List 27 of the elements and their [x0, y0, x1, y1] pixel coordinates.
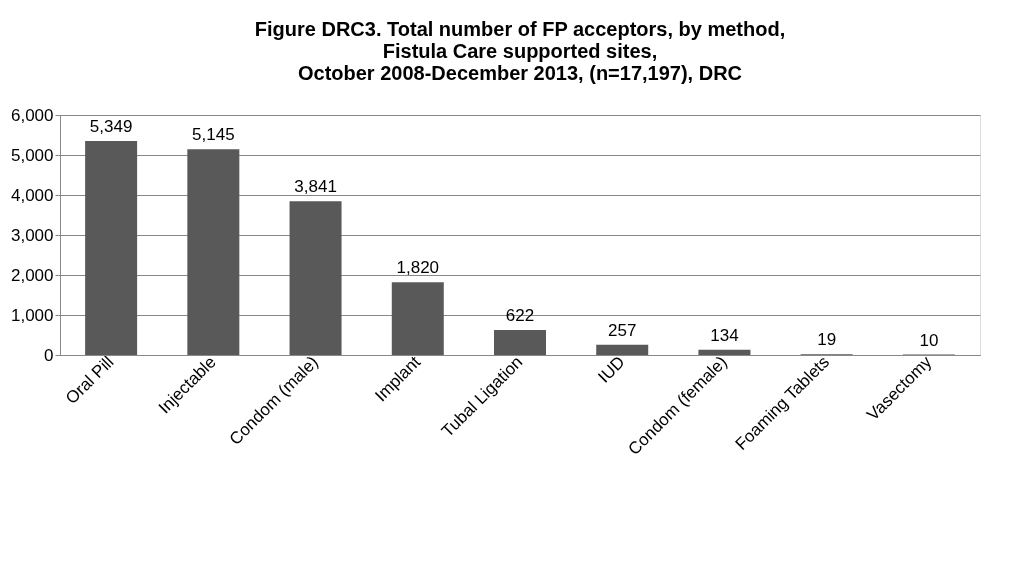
bar: [698, 349, 751, 355]
bar: [494, 330, 546, 355]
data-label: 257: [608, 320, 637, 340]
y-tick-label: 2,000: [10, 265, 54, 285]
y-tick-label: 1,000: [10, 305, 54, 325]
bar: [289, 201, 342, 355]
bar: [187, 149, 240, 355]
y-tick-label: 6,000: [10, 105, 54, 125]
data-label: 5,145: [192, 125, 235, 145]
data-label: 134: [710, 325, 739, 345]
x-tick-label: IUD: [594, 352, 629, 387]
data-label: 19: [817, 330, 837, 350]
data-label: 1,820: [396, 258, 440, 278]
text: Fistula Care supported sites,: [382, 40, 658, 62]
y-tick-label: 0: [44, 345, 54, 365]
data-label: 10: [919, 330, 939, 350]
bar: [85, 141, 138, 355]
y-tick-label: 4,000: [10, 185, 54, 205]
bar: [596, 344, 649, 355]
data-label: 3,841: [294, 177, 337, 197]
text: Figure DRC3. Total number of FP acceptors, by method,: [254, 18, 786, 40]
data-label: 622: [505, 306, 535, 326]
data-label: 5,349: [89, 117, 133, 137]
bar: [391, 282, 444, 355]
y-tick-label: 5,000: [10, 145, 54, 165]
y-tick-label: 3,000: [10, 225, 54, 245]
text: October 2008-December 2013, (n=17,197), DRC: [297, 62, 743, 84]
